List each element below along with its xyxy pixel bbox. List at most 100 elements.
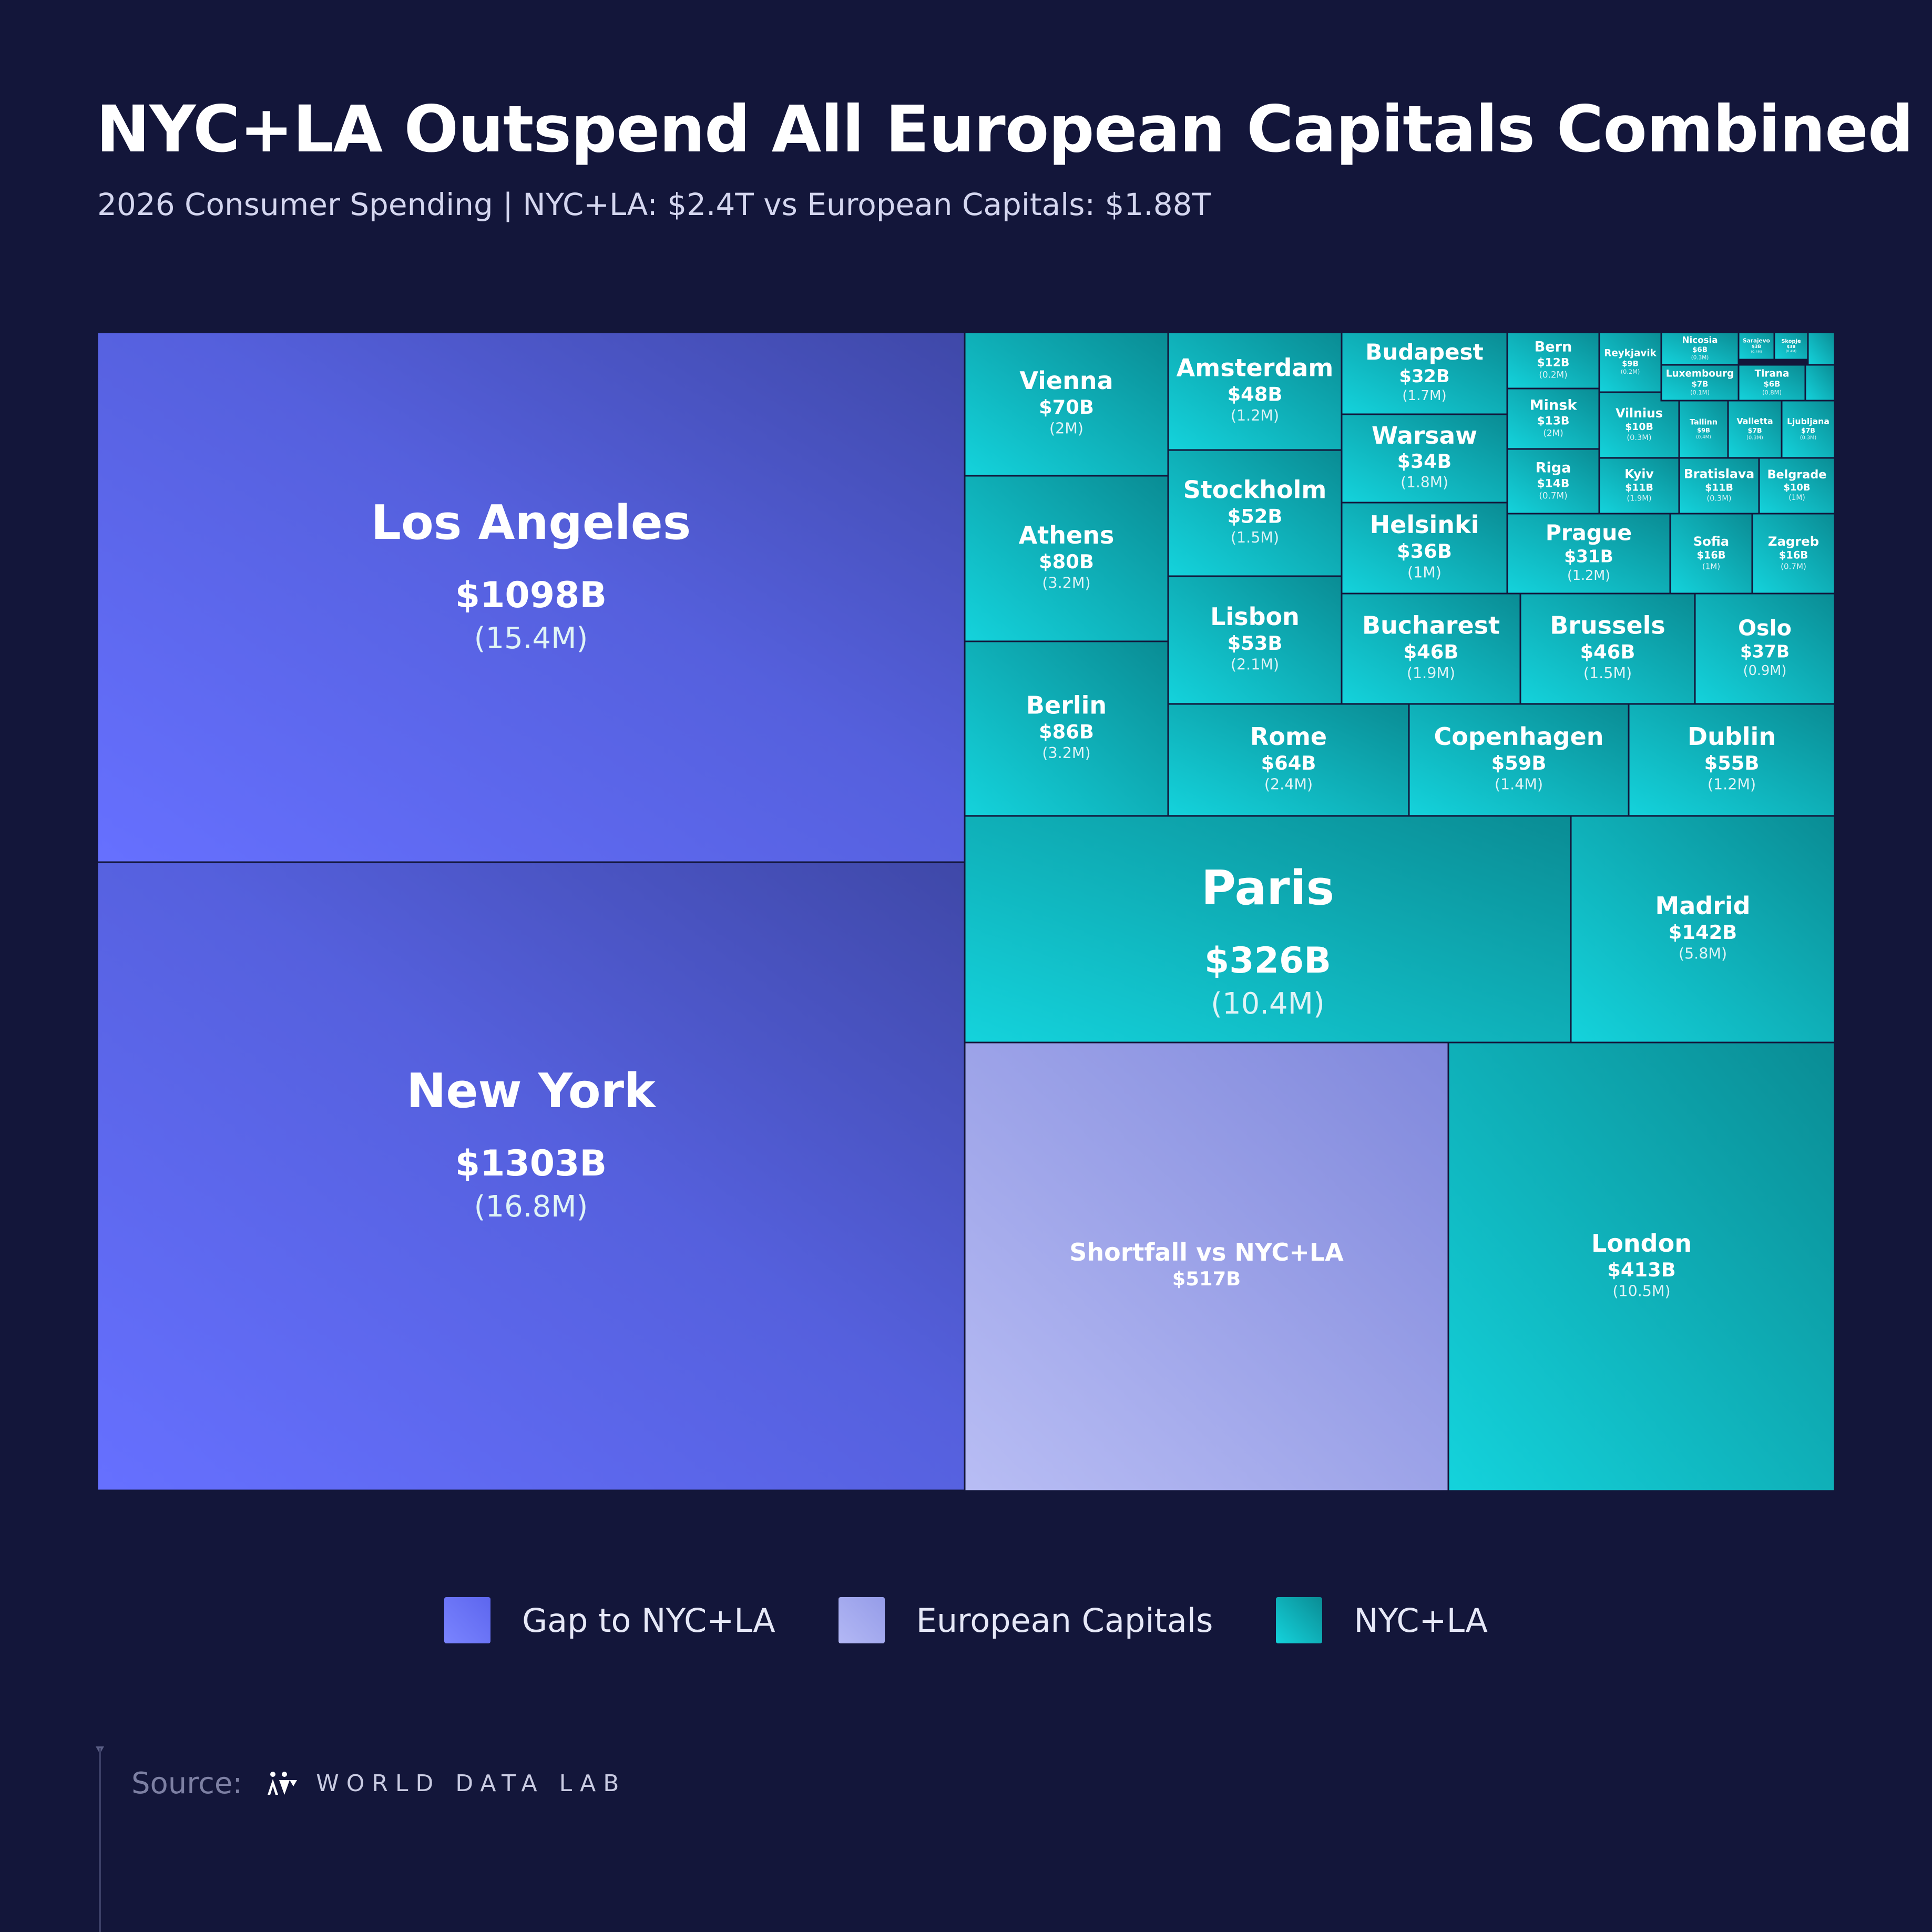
treemap-pop-label-stockholm: (1.5M)	[1231, 529, 1279, 546]
treemap-name-minsk: Minsk	[1530, 397, 1578, 414]
treemap-rect-berlin	[964, 640, 1169, 817]
legend-item-gap: Gap to NYC+LA	[444, 1597, 775, 1643]
treemap-tile-unlabeled-40	[1807, 331, 1836, 366]
treemap-tile-madrid: Madrid$142B(5.8M)	[1570, 815, 1836, 1044]
treemap-tile-skopje: Skopje$3B(0.4M)	[1773, 331, 1809, 361]
legend-label-nyc-la: NYC+LA	[1354, 1601, 1488, 1640]
treemap-pop-label-zagreb: (0.7M)	[1781, 562, 1806, 571]
treemap-rect-new-york	[96, 861, 966, 1491]
treemap-name-bucharest: Bucharest	[1362, 611, 1500, 639]
treemap-rect-tirana	[1737, 364, 1806, 402]
source-credit: Source: WORLD DATA LAB	[131, 1766, 626, 1801]
treemap-rect-vilnius	[1598, 391, 1680, 459]
treemap-value-label-tirana: $6B	[1764, 380, 1781, 389]
treemap-name-paris: Paris	[1201, 861, 1334, 916]
treemap-value-label-zagreb: $16B	[1779, 549, 1808, 561]
treemap-rect-reykjavik	[1598, 331, 1662, 393]
treemap-value-label-stockholm: $52B	[1228, 505, 1283, 527]
treemap-tile-oslo: Oslo$37B (0.9M)	[1694, 592, 1836, 705]
treemap-value-label-valletta: $7B	[1747, 426, 1762, 434]
treemap-rect-sarajevo	[1737, 331, 1775, 361]
treemap-name-rome: Rome	[1250, 722, 1327, 751]
treemap-name-oslo: Oslo	[1738, 615, 1792, 640]
treemap-pop-label-valletta: (0.3M)	[1746, 435, 1763, 441]
treemap-tile-copenhagen: Copenhagen$59B(1.4M)	[1408, 703, 1630, 817]
treemap-rect-ljubljana	[1781, 400, 1836, 459]
treemap-value-label-nicosia: $6B	[1692, 346, 1708, 354]
treemap-pop-label-dublin: (1.2M)	[1708, 775, 1756, 793]
treemap-name-bern: Bern	[1535, 339, 1572, 355]
treemap-name-brussels: Brussels	[1550, 611, 1665, 639]
treemap-pop-label-tirana: (0.8M)	[1762, 389, 1782, 396]
legend-item-nyc-la: NYC+LA	[1276, 1597, 1488, 1643]
treemap-rect-amsterdam	[1167, 331, 1343, 451]
treemap-value-label-los-angeles: $1098B	[455, 575, 607, 616]
treemap-pop-label-los-angeles: (15.4M)	[474, 621, 588, 656]
treemap-value-label-athens: $80B	[1039, 550, 1094, 573]
treemap-value-label-kyiv: $11B	[1625, 482, 1653, 493]
treemap-pop-label-skopje: (0.4M)	[1786, 350, 1796, 353]
chart-subtitle: 2026 Consumer Spending | NYC+LA: $2.4T v…	[97, 187, 1211, 222]
treemap-name-stockholm: Stockholm	[1183, 475, 1327, 504]
treemap-name-london: London	[1591, 1229, 1692, 1258]
treemap-value-label-rome: $64B	[1261, 752, 1316, 774]
treemap-rect-helsinki	[1341, 502, 1508, 595]
treemap-pop-label-helsinki: (1M)	[1407, 564, 1442, 581]
treemap-value-label-vienna: $70B	[1039, 396, 1094, 418]
treemap-rect-unlabeled-41	[1804, 364, 1836, 402]
treemap-value-label-amsterdam: $48B	[1228, 383, 1283, 405]
treemap-name-shortfall-vs-nyc-la: Shortfall vs NYC+LA	[1069, 1238, 1344, 1266]
treemap-pop-label-ljubljana: (0.3M)	[1800, 435, 1816, 441]
treemap-pop-label-sarajevo: (0.4M)	[1751, 350, 1762, 354]
treemap-tile-new-york: New York $1303B (16.8M)	[96, 861, 966, 1491]
treemap-value-label-london: $413B	[1607, 1259, 1675, 1281]
treemap-value-label-belgrade: $10B	[1784, 482, 1811, 493]
treemap-pop-label-amsterdam: (1.2M)	[1231, 407, 1279, 424]
treemap-tile-rome: Rome$64B(2.4M)	[1167, 703, 1410, 817]
treemap-tile-riga: Riga$14B(0.7M)	[1506, 448, 1600, 515]
treemap-tile-helsinki: Helsinki$36B(1M)	[1341, 502, 1508, 595]
treemap-tile-ljubljana: Ljubljana$7B(0.3M)	[1781, 400, 1836, 459]
treemap-pop-label-london: (10.5M)	[1612, 1282, 1670, 1300]
treemap-name-nicosia: Nicosia	[1682, 335, 1718, 345]
treemap-rect-sofia	[1669, 513, 1753, 595]
treemap-tile-budapest: Budapest$32B (1.7M)	[1341, 331, 1508, 415]
treemap-pop-label-warsaw: (1.8M)	[1401, 474, 1448, 491]
treemap-name-helsinki: Helsinki	[1370, 510, 1479, 539]
treemap-name-new-york: New York	[406, 1064, 657, 1119]
treemap-value-label-reykjavik: $9B	[1622, 359, 1638, 368]
treemap-value-label-bern: $12B	[1537, 356, 1570, 369]
treemap-name-vilnius: Vilnius	[1616, 406, 1663, 421]
treemap-value-label-budapest: $32B	[1399, 366, 1450, 386]
treemap-pop-label-paris: (10.4M)	[1211, 987, 1325, 1021]
world-data-lab-logo-icon	[268, 1771, 298, 1795]
treemap-tile-paris: Paris $326B (10.4M)	[964, 815, 1572, 1044]
treemap-tile-tirana: Tirana$6B(0.8M)	[1737, 364, 1806, 402]
treemap-value-label-prague: $31B	[1564, 546, 1613, 566]
treemap-pop-label-budapest: (1.7M)	[1402, 388, 1446, 404]
treemap-name-bratislava: Bratislava	[1684, 466, 1754, 481]
treemap-tile-dublin: Dublin$55B(1.2M)	[1628, 703, 1836, 817]
treemap-pop-label-tallinn: (0.4M)	[1696, 435, 1711, 440]
treemap-name-lisbon: Lisbon	[1210, 602, 1300, 631]
treemap-rect-dublin	[1628, 703, 1836, 817]
treemap-name-sarajevo: Sarajevo	[1743, 338, 1770, 344]
treemap-name-luxembourg: Luxembourg	[1666, 369, 1734, 380]
treemap-pop-label-prague: (1.2M)	[1567, 567, 1610, 583]
treemap-name-budapest: Budapest	[1365, 339, 1483, 365]
treemap-pop-label-oslo: (0.9M)	[1743, 663, 1787, 679]
treemap-rect-bern	[1506, 331, 1600, 390]
treemap-value-label-brussels: $46B	[1580, 640, 1635, 663]
treemap-value-label-minsk: $13B	[1537, 414, 1570, 427]
treemap-tile-sarajevo: Sarajevo$3B(0.4M)	[1737, 331, 1775, 361]
legend-swatch-european-capitals	[838, 1597, 885, 1643]
treemap-name-tallinn: Tallinn	[1690, 418, 1718, 427]
treemap-tile-minsk: Minsk$13B(2M)	[1506, 387, 1600, 450]
treemap-pop-label-madrid: (5.8M)	[1679, 945, 1727, 962]
treemap-pop-label-rome: (2.4M)	[1264, 775, 1313, 793]
treemap-value-label-skopje: $3B	[1787, 344, 1796, 349]
treemap-value-label-bucharest: $46B	[1404, 640, 1459, 663]
treemap-name-vienna: Vienna	[1019, 366, 1113, 395]
treemap-value-label-new-york: $1303B	[455, 1143, 607, 1184]
treemap-name-valletta: Valletta	[1736, 416, 1773, 426]
